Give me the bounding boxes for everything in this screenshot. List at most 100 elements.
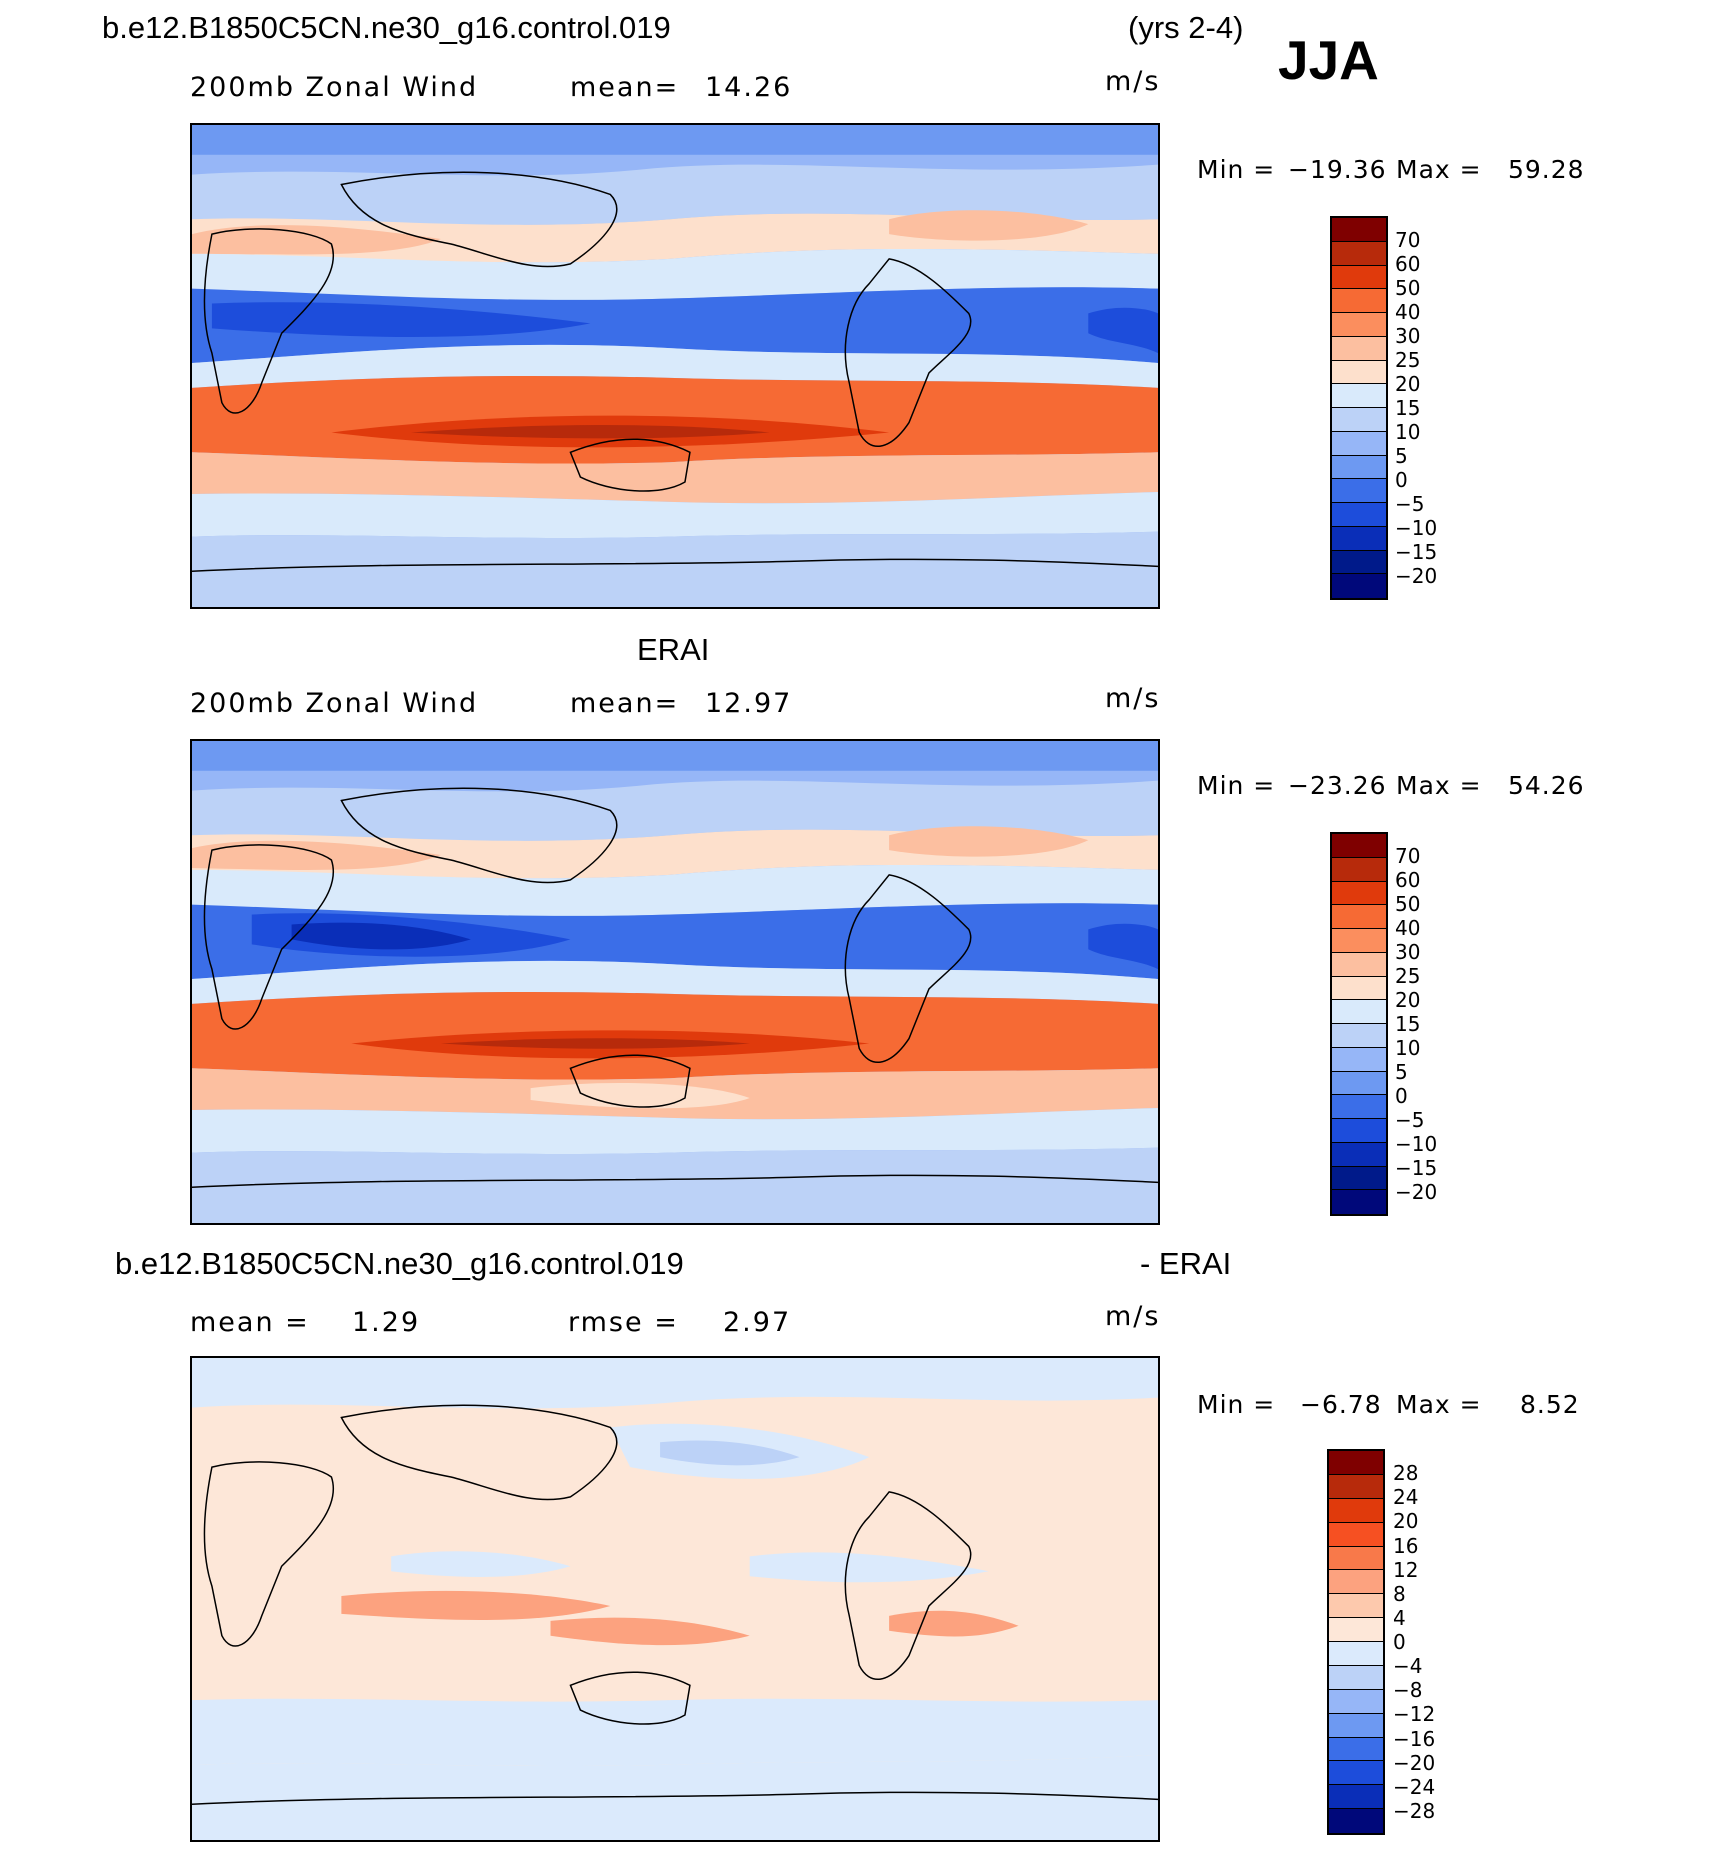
colorbar-swatch xyxy=(1329,1737,1383,1762)
colorbar-tick-label: 20 xyxy=(1395,988,1421,1012)
colorbar-swatch xyxy=(1329,1570,1383,1595)
colorbar-swatch xyxy=(1332,455,1386,480)
panel3-rmse-value: 2.97 xyxy=(723,1307,792,1338)
colorbar-swatch xyxy=(1332,241,1386,266)
colorbar-swatch xyxy=(1332,834,1386,858)
colorbar-tick-label: 0 xyxy=(1393,1630,1406,1654)
panel3-map xyxy=(190,1356,1160,1842)
panel3-min-value: −6.78 xyxy=(1300,1390,1382,1419)
colorbar-tick-label: 40 xyxy=(1395,300,1421,324)
panel3-units: m/s xyxy=(1105,1301,1161,1332)
colorbar-swatch xyxy=(1329,1498,1383,1523)
colorbar-tick-label: 50 xyxy=(1395,276,1421,300)
colorbar-tick-label: −10 xyxy=(1395,516,1438,540)
panel2-variable-label: 200mb Zonal Wind xyxy=(190,688,479,719)
colorbar-swatch xyxy=(1329,1618,1383,1642)
colorbar-swatch xyxy=(1332,1095,1386,1119)
colorbar-swatch xyxy=(1332,313,1386,337)
colorbar-swatch xyxy=(1329,1546,1383,1571)
colorbar-tick-label: 25 xyxy=(1395,964,1421,988)
panel2-mean-label: mean= xyxy=(570,688,680,719)
colorbar-tick-label: −24 xyxy=(1393,1774,1436,1799)
colorbar-tick-label: 15 xyxy=(1395,1012,1421,1036)
colorbar-tick-label: 0 xyxy=(1395,468,1408,492)
colorbar-tick-label: 20 xyxy=(1393,1509,1419,1534)
colorbar-swatch xyxy=(1332,929,1386,953)
colorbar-swatch xyxy=(1332,503,1386,527)
colorbar-tick-label: −20 xyxy=(1395,1180,1438,1204)
colorbar-swatch xyxy=(1329,1474,1383,1499)
colorbar-tick-label: −20 xyxy=(1395,564,1438,588)
colorbar-tick-label: 30 xyxy=(1395,324,1421,348)
panel3-colorbar xyxy=(1327,1449,1385,1835)
colorbar-tick-label: −12 xyxy=(1393,1702,1436,1727)
colorbar-tick-label: 0 xyxy=(1395,1084,1408,1108)
colorbar-tick-label: 25 xyxy=(1395,348,1421,372)
case-title: b.e12.B1850C5CN.ne30_g16.control.019 xyxy=(102,10,671,45)
colorbar-swatch xyxy=(1332,550,1386,575)
years-label: (yrs 2-4) xyxy=(1128,10,1244,45)
panel3-min-label: Min = xyxy=(1197,1390,1276,1419)
panel2-map xyxy=(190,739,1160,1225)
colorbar-tick-label: −15 xyxy=(1395,1156,1438,1180)
panel2-min-label: Min = xyxy=(1197,771,1276,800)
panel1-mean-value: 14.26 xyxy=(705,72,793,103)
colorbar-swatch xyxy=(1332,1119,1386,1143)
panel1-mean-label: mean= xyxy=(570,72,680,103)
colorbar-swatch xyxy=(1332,408,1386,432)
colorbar-tick-label: 60 xyxy=(1395,252,1421,276)
colorbar-swatch xyxy=(1332,857,1386,882)
panel1-max-value: 59.28 xyxy=(1508,155,1585,184)
panel3-mean-label: mean = xyxy=(190,1307,310,1338)
colorbar-tick-label: 10 xyxy=(1395,420,1421,444)
colorbar-swatch xyxy=(1332,336,1386,361)
colorbar-swatch xyxy=(1332,1166,1386,1191)
panel1-max-label: Max = xyxy=(1396,155,1482,184)
panel1-colorbar xyxy=(1330,216,1388,600)
colorbar-swatch xyxy=(1329,1451,1383,1475)
colorbar-swatch xyxy=(1332,952,1386,977)
colorbar-tick-label: −10 xyxy=(1395,1132,1438,1156)
colorbar-tick-label: −16 xyxy=(1393,1726,1436,1751)
colorbar-swatch xyxy=(1332,384,1386,408)
colorbar-swatch xyxy=(1332,1047,1386,1072)
colorbar-tick-label: 5 xyxy=(1395,1060,1408,1084)
colorbar-swatch xyxy=(1332,881,1386,906)
colorbar-swatch xyxy=(1332,360,1386,385)
colorbar-swatch xyxy=(1329,1522,1383,1547)
colorbar-swatch xyxy=(1329,1713,1383,1738)
season-label: JJA xyxy=(1278,29,1379,91)
colorbar-tick-label: 12 xyxy=(1393,1557,1419,1582)
panel1-min-label: Min = xyxy=(1197,155,1276,184)
colorbar-tick-label: 30 xyxy=(1395,940,1421,964)
colorbar-swatch xyxy=(1329,1642,1383,1666)
panel1-map xyxy=(190,123,1160,609)
panel2-min-value: −23.26 xyxy=(1288,771,1387,800)
panel2-colorbar xyxy=(1330,832,1388,1216)
colorbar-swatch xyxy=(1329,1809,1383,1833)
panel3-mean-value: 1.29 xyxy=(352,1307,421,1338)
colorbar-swatch xyxy=(1332,976,1386,1001)
colorbar-tick-label: −15 xyxy=(1395,540,1438,564)
colorbar-tick-label: 28 xyxy=(1393,1461,1419,1486)
colorbar-tick-label: −20 xyxy=(1393,1750,1436,1775)
colorbar-tick-label: 70 xyxy=(1395,844,1421,868)
colorbar-tick-label: 40 xyxy=(1395,916,1421,940)
colorbar-swatch xyxy=(1329,1761,1383,1786)
colorbar-swatch xyxy=(1332,265,1386,290)
colorbar-swatch xyxy=(1332,1000,1386,1024)
colorbar-swatch xyxy=(1329,1785,1383,1810)
colorbar-tick-label: −5 xyxy=(1395,1108,1425,1132)
colorbar-tick-label: −5 xyxy=(1395,492,1425,516)
panel3-max-label: Max = xyxy=(1396,1390,1482,1419)
panel1-units: m/s xyxy=(1105,66,1161,97)
panel3-field xyxy=(192,1358,1158,1840)
colorbar-tick-label: 10 xyxy=(1395,1036,1421,1060)
colorbar-swatch xyxy=(1332,289,1386,313)
colorbar-swatch xyxy=(1332,574,1386,598)
panel3-title-right: - ERAI xyxy=(1140,1246,1232,1281)
colorbar-tick-label: 15 xyxy=(1395,396,1421,420)
colorbar-swatch xyxy=(1329,1665,1383,1690)
colorbar-swatch xyxy=(1332,526,1386,551)
colorbar-tick-label: 16 xyxy=(1393,1533,1419,1558)
